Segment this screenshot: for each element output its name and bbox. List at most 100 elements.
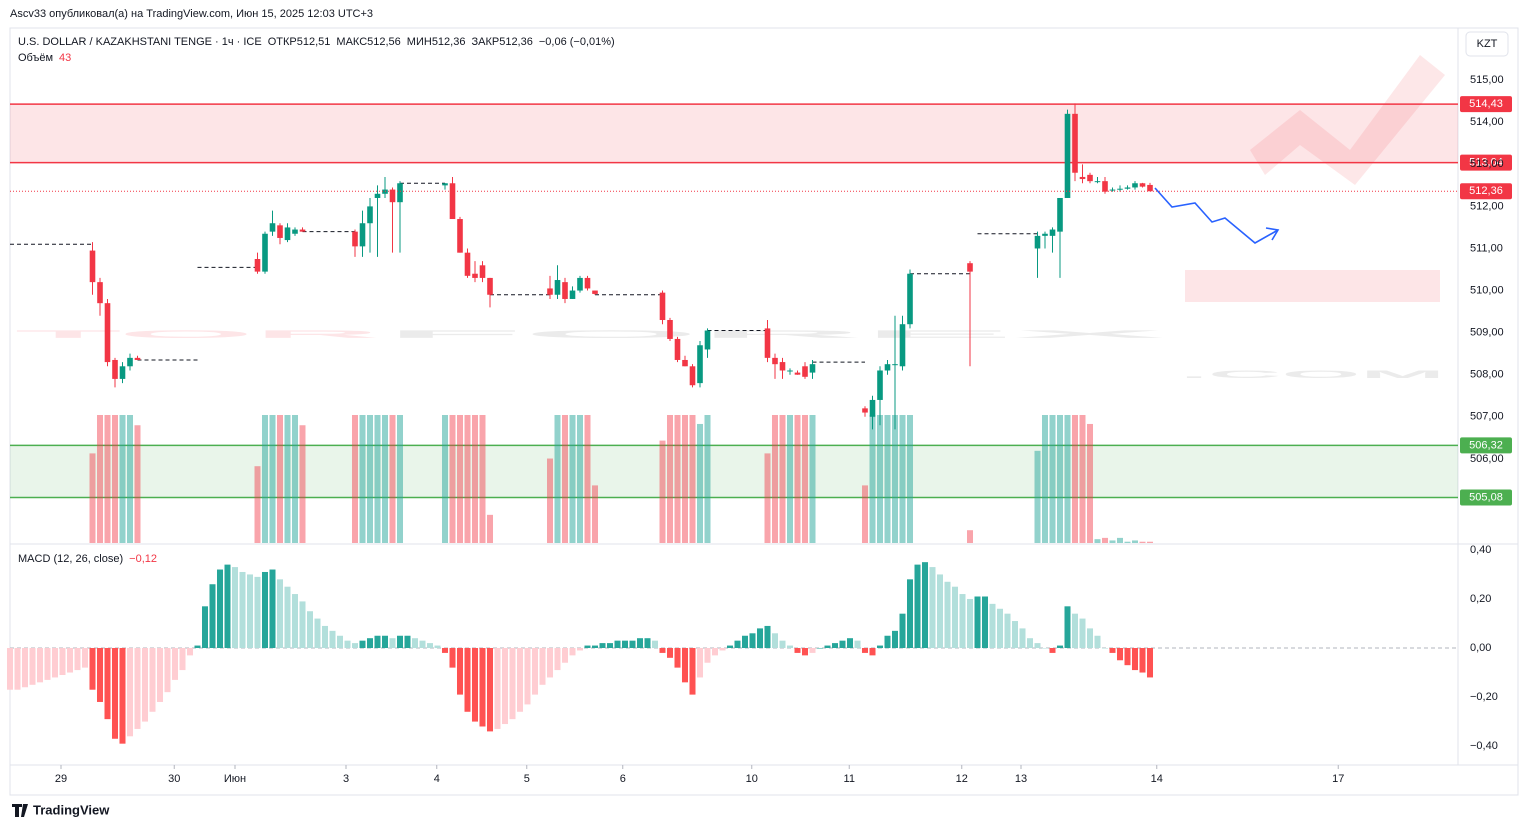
- candle-body: [1087, 174, 1093, 182]
- candle-body: [584, 277, 591, 289]
- volume-name: Объём: [18, 52, 53, 64]
- watermark-check: [1250, 55, 1445, 185]
- volume-bar: [382, 415, 388, 543]
- macd-bar: [14, 648, 21, 690]
- macd-bar: [7, 648, 13, 690]
- macd-bar: [644, 638, 651, 649]
- candle-body: [1117, 188, 1123, 190]
- macd-bar: [599, 643, 606, 649]
- macd-bar: [614, 640, 621, 649]
- volume-bar: [772, 415, 778, 543]
- candle-body: [892, 364, 898, 366]
- macd-bar: [359, 640, 366, 649]
- macd-bar: [209, 584, 216, 649]
- candle-body: [1124, 187, 1131, 189]
- brand: TradingView: [33, 802, 110, 817]
- macd-bar: [682, 648, 688, 683]
- symbol: U.S. DOLLAR / KAZAKHSTANI TENGE · 1ч · I…: [18, 36, 262, 48]
- macd-bar: [202, 606, 208, 649]
- candle-body: [397, 183, 403, 203]
- x-tick-label: 17: [1332, 773, 1344, 785]
- candle-body: [554, 280, 561, 295]
- ohlc-label: ЗАКР: [471, 36, 499, 48]
- macd-bar: [607, 643, 613, 649]
- candle-body: [779, 362, 786, 371]
- zone: [10, 445, 1458, 498]
- watermark-dash: [1185, 270, 1440, 302]
- candle-body: [134, 357, 141, 360]
- candle-body: [292, 229, 298, 234]
- candle-body: [299, 229, 306, 232]
- macd-bar: [127, 648, 133, 737]
- candle-body: [772, 357, 778, 365]
- macd-bar: [52, 648, 58, 678]
- macd-bar: [982, 596, 988, 649]
- macd-bar: [839, 640, 846, 649]
- macd-bar: [817, 648, 823, 649]
- volume-bar: [967, 530, 973, 543]
- macd-bar: [959, 594, 966, 649]
- volume-bar: [562, 415, 568, 543]
- candle-body: [449, 183, 456, 220]
- macd-bar: [637, 638, 643, 649]
- macd-bar: [779, 640, 786, 649]
- macd-bar: [787, 645, 793, 649]
- macd-bar: [749, 633, 756, 649]
- macd-bar: [254, 576, 261, 649]
- currency[interactable]: KZT: [1477, 38, 1498, 50]
- candle-body: [89, 250, 96, 283]
- candle-body: [1064, 113, 1071, 198]
- volume-bar: [1079, 415, 1086, 543]
- candle-body: [352, 231, 358, 247]
- volume-bar: [112, 415, 118, 543]
- candle-body: [1139, 183, 1146, 187]
- volume-bar: [1132, 540, 1138, 543]
- candle-body: [472, 273, 478, 278]
- volume-bar: [269, 415, 276, 543]
- volume-bar: [1087, 423, 1093, 543]
- macd-bar: [22, 648, 28, 688]
- volume-bar: [1109, 540, 1116, 543]
- volume-bar: [442, 415, 448, 543]
- x-tick-label: 12: [956, 773, 968, 785]
- volume-bar: [689, 415, 696, 543]
- macd-bar: [464, 648, 471, 712]
- macd-bar: [697, 648, 703, 678]
- macd-bar: [367, 638, 373, 649]
- macd-bar: [284, 586, 291, 649]
- volume-bar: [89, 453, 96, 543]
- macd-title: MACD (12, 26, close): [18, 553, 123, 565]
- x-tick-label: 3: [343, 773, 349, 785]
- macd-bar: [397, 635, 403, 649]
- candle-body: [1109, 189, 1116, 191]
- level-label: 506,32: [1469, 439, 1503, 451]
- macd-bar: [929, 567, 936, 649]
- macd-bar: [854, 640, 861, 649]
- candle-body: [577, 277, 583, 291]
- macd-bar: [187, 648, 193, 656]
- macd-bar: [299, 601, 306, 649]
- volume-bar: [127, 415, 133, 543]
- macd-bar: [472, 648, 478, 722]
- candle-body: [359, 223, 366, 247]
- currency-button[interactable]: [1465, 31, 1509, 57]
- candle-body: [659, 292, 666, 321]
- x-tick-label: 13: [1015, 773, 1027, 785]
- macd-bar: [329, 630, 336, 649]
- y-tick-label: 514,00: [1470, 116, 1504, 128]
- macd-bar: [134, 648, 141, 729]
- macd-bar: [674, 648, 681, 668]
- volume-bar: [592, 485, 598, 543]
- candle-body: [367, 206, 373, 224]
- x-tick-label: 29: [55, 773, 67, 785]
- candle-body: [1094, 181, 1101, 183]
- volume-bar: [794, 415, 801, 543]
- candle-body: [682, 359, 688, 367]
- macd-bar: [37, 648, 43, 683]
- macd-bar: [457, 648, 463, 695]
- volume-bar: [479, 415, 486, 543]
- macd-bar: [67, 648, 73, 673]
- level-label-box: [1460, 154, 1512, 171]
- macd-bar: [1049, 648, 1056, 653]
- candle-body: [112, 359, 118, 379]
